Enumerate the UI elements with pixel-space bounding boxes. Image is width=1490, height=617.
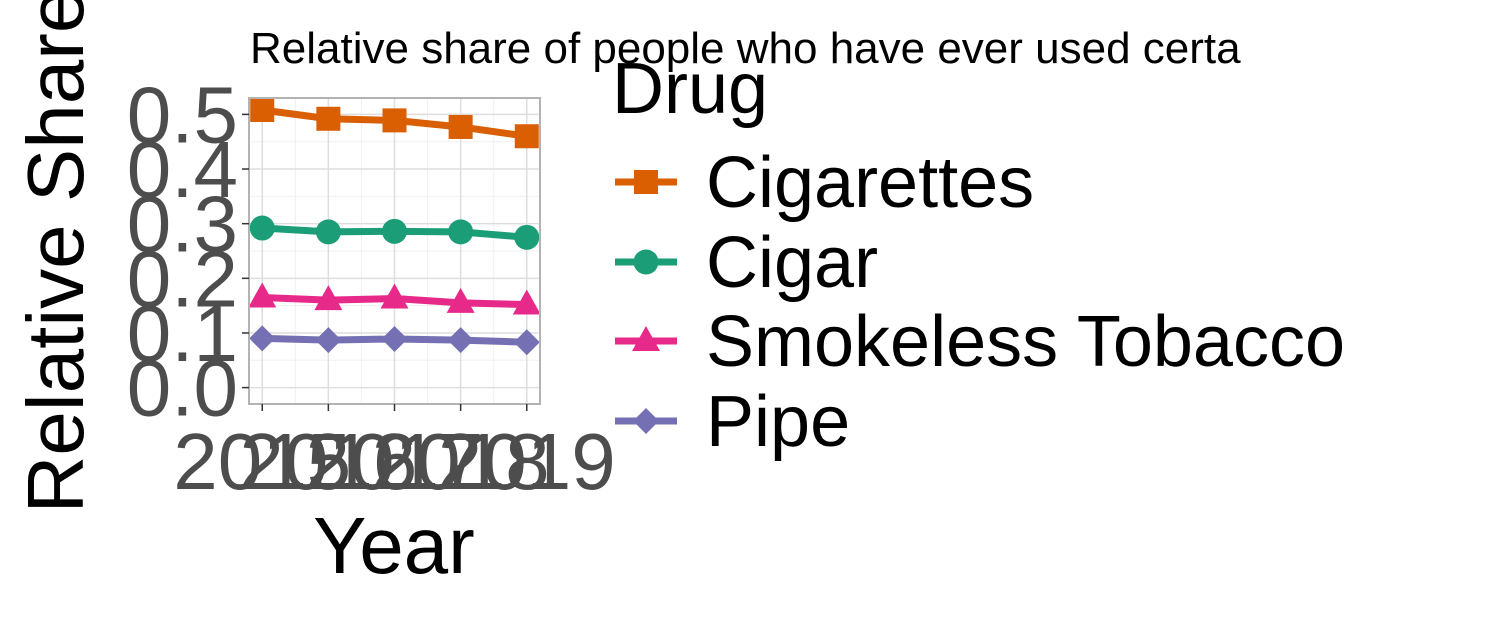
data-point-cigar [448,219,474,245]
data-point-pipe [249,325,276,352]
x-tick-label: 2018 [372,417,550,506]
x-tick-label: 2016 [239,417,417,506]
data-point-smokeless-tobacco [314,285,343,311]
data-point-cigarettes [250,98,275,123]
y-tick-label: 0.3 [127,180,238,269]
y-tick-label: 0.1 [127,289,238,378]
data-point-cigar [514,224,540,250]
data-point-cigar [315,219,341,245]
data-point-cigarettes [382,108,407,133]
data-point-smokeless-tobacco [446,287,475,313]
y-tick-label: 0.5 [127,70,238,159]
data-point-cigar [382,218,407,244]
chart-title: Relative share of people who have ever u… [250,24,1241,73]
legend-label: Cigarettes [706,143,1034,223]
x-axis-title: Year [313,501,475,590]
data-point-smokeless-tobacco [512,289,541,315]
y-axis-ticks: 0.00.10.20.30.40.5 [127,70,249,433]
plot-panel [248,97,541,405]
series-markers [248,98,541,356]
data-point-smokeless-tobacco [248,282,277,308]
data-point-pipe [315,327,342,354]
x-tick-label: 2019 [438,417,616,506]
data-point-pipe [381,325,408,352]
legend-title: Drug [612,49,768,129]
legend-item-cigarettes: Cigarettes [615,143,1034,223]
data-point-cigarettes [514,124,539,149]
data-point-smokeless-tobacco [380,283,409,309]
data-point-pipe [447,327,474,354]
legend-key-marker [634,170,658,194]
legend-label: Pipe [706,382,850,462]
legend-item-smokeless-tobacco: Smokeless Tobacco [615,302,1345,382]
data-point-cigarettes [448,114,473,139]
data-point-pipe [513,329,540,356]
legend-item-cigar: Cigar [615,223,878,303]
legend-key-marker [633,408,659,434]
data-point-cigarettes [316,106,341,131]
x-tick-label: 2015 [173,417,351,506]
y-tick-label: 0.0 [127,344,238,433]
x-tick-label: 2017 [306,417,484,506]
y-axis-title: Relative Share [11,0,100,513]
legend-item-pipe: Pipe [615,382,850,462]
legend-label: Cigar [706,223,878,303]
legend-key-marker [632,326,660,351]
data-point-cigar [249,215,275,241]
y-tick-label: 0.4 [127,125,238,214]
y-tick-label: 0.2 [127,234,238,323]
legend-key-marker [633,249,659,275]
legend-label: Smokeless Tobacco [706,302,1345,382]
